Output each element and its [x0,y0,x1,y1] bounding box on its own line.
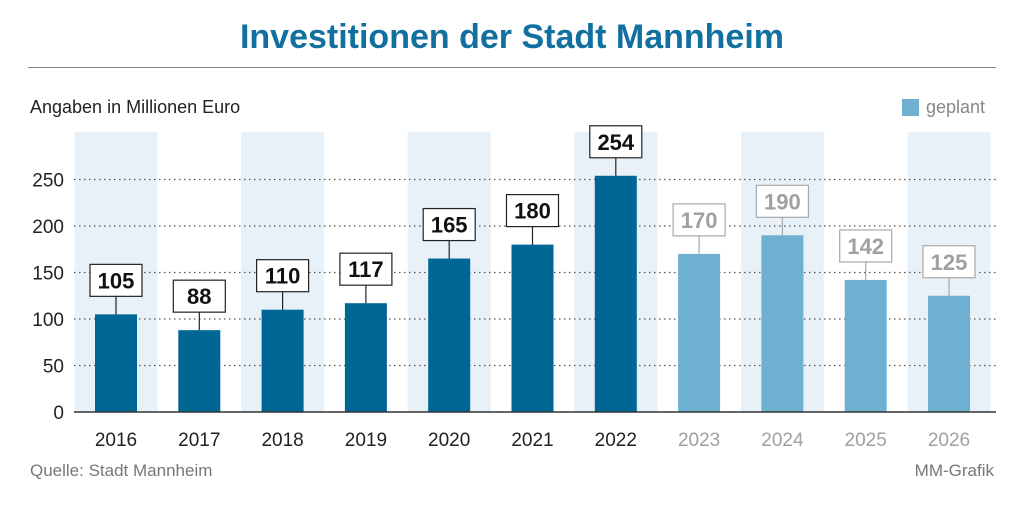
bars [95,175,970,412]
x-tick-label: 2021 [511,430,553,451]
data-label-box [422,207,476,242]
bar-2019 [344,303,387,412]
data-label: 125 [931,250,968,275]
data-label: 105 [98,268,135,293]
x-tick-label: 2017 [178,430,220,451]
data-label-box [172,279,226,313]
bar-2018 [261,309,304,412]
bar-2023 [678,253,721,412]
data-label-box [256,259,310,293]
data-label-box [755,184,810,218]
y-tick-label: 50 [43,357,64,378]
bar-2024 [761,235,804,412]
y-tick-label: 100 [32,310,64,331]
data-label-box [339,252,393,286]
data-label: 117 [348,257,384,282]
data-label-box [589,125,643,159]
bar-2021 [511,244,554,412]
data-label-box [839,229,893,263]
data-label-box [672,203,726,237]
legend-label: geplant [926,97,985,117]
bar-2022 [594,175,637,412]
subtitle: Angaben in Millionen Euro [30,97,240,117]
bar-2016 [95,314,137,412]
bar-2017 [178,330,221,412]
x-tick-label: 2024 [761,430,804,451]
x-tick-label: 2022 [595,430,637,451]
data-label: 180 [514,199,551,224]
data-label-box [89,263,143,297]
y-tick-label: 200 [32,217,64,238]
bar-2020 [428,258,471,412]
data-label: 190 [764,189,801,214]
data-label: 110 [265,264,301,289]
x-tick-label: 2026 [928,430,970,451]
x-tick-label: 2019 [345,430,387,451]
y-tick-label: 250 [32,171,64,192]
y-axis: 0 50 100 150 200 250 [32,171,64,425]
chart-title: Investitionen der Stadt Mannheim [239,18,785,56]
x-tick-label: 2025 [845,430,887,451]
bar-2026 [928,295,970,412]
data-label: 88 [187,284,211,309]
legend-swatch [902,99,919,116]
data-label-box [922,245,976,279]
x-tick-label: 2020 [428,430,470,451]
x-tick-label: 2023 [678,430,720,451]
credit-note: MM-Grafik [915,461,995,480]
data-label-box [505,194,560,228]
data-label: 165 [431,213,468,238]
x-axis: 2016 2017 2018 2019 2020 2021 2022 2023 2024 2025… [74,411,996,451]
source-note: Quelle: Stadt Mannheim [30,461,212,480]
y-tick-label: 150 [32,264,64,285]
data-label: 254 [597,130,634,155]
y-tick-label: 0 [53,403,64,424]
x-tick-label: 2018 [261,430,303,451]
data-labels: 105 88 110 117 165 180 254 170 190 142 125 [89,125,976,331]
bar-2025 [844,279,887,412]
x-tick-label: 2016 [95,430,137,451]
data-label: 142 [847,234,884,259]
title-rule [28,67,996,68]
data-label: 170 [681,208,718,233]
